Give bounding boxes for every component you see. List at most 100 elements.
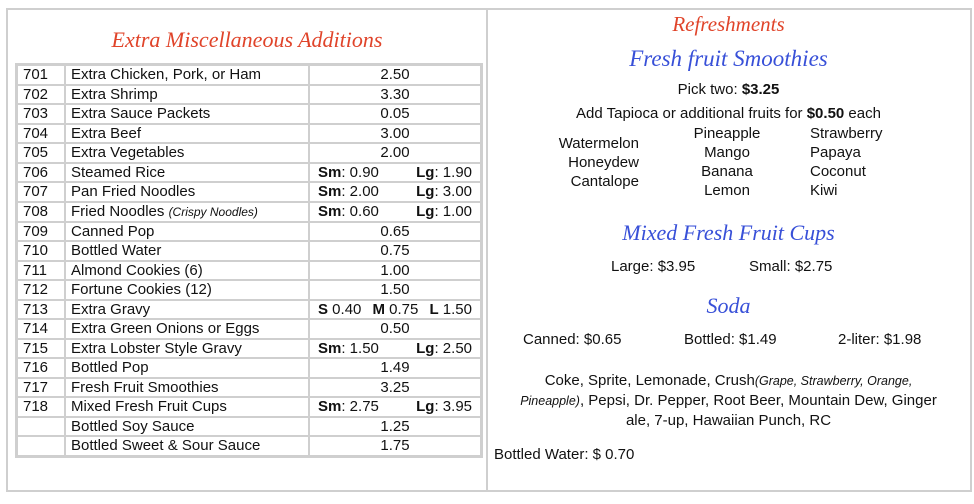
- fruit-item: Honeydew: [568, 154, 639, 171]
- fruit-list-2: Pineapple Mango Banana Lemon: [677, 124, 777, 200]
- fruit-item: Mango: [704, 144, 750, 161]
- table-row: 708 Fried Noodles (Crispy Noodles) Sm: 0.6…: [17, 201, 481, 222]
- size-price: S 0.40: [318, 300, 362, 318]
- size-price: Lg: 1.00: [416, 203, 472, 220]
- soda-title: Soda: [706, 293, 751, 318]
- size-price: M 0.75: [372, 300, 419, 318]
- item-number: 718: [17, 397, 65, 417]
- item-price: S 0.40 M 0.75 L 1.50: [309, 299, 481, 319]
- size-price: Lg: 3.00: [416, 183, 472, 201]
- item-name: Fried Noodles (Crispy Noodles): [65, 201, 309, 222]
- table-row: 701 Extra Chicken, Pork, or Ham 2.50: [17, 65, 481, 85]
- item-number: 702: [17, 84, 65, 104]
- soda-flavors: Coke, Sprite, Lemonade, Crush(Grape, Str…: [515, 371, 942, 431]
- bottled-water: Bottled Water: $ 0.70: [494, 446, 635, 463]
- table-row: 703 Extra Sauce Packets 0.05: [17, 104, 481, 124]
- item-name: Extra Beef: [65, 123, 309, 143]
- size-price: Sm: 0.60: [318, 203, 379, 220]
- table-row: 717 Fresh Fruit Smoothies 3.25: [17, 377, 481, 397]
- item-name: Pan Fried Noodles: [65, 182, 309, 202]
- crush-flavors: (Grape, Strawberry, Orange, Pineapple): [520, 374, 913, 408]
- item-price: Sm: 1.50 Lg: 2.50: [309, 338, 481, 358]
- table-row: 713 Extra Gravy S 0.40 M 0.75 L 1.50: [17, 299, 481, 319]
- item-price: Sm: 2.00 Lg: 3.00: [309, 182, 481, 202]
- item-name: Almond Cookies (6): [65, 260, 309, 280]
- item-number: 709: [17, 221, 65, 241]
- item-name: Fortune Cookies (12): [65, 280, 309, 300]
- item-number: 708: [17, 201, 65, 222]
- item-price: 1.00: [309, 260, 481, 280]
- item-price: Sm: 0.90 Lg: 1.90: [309, 162, 481, 182]
- soda-2-liter: 2-liter: $1.98: [838, 331, 922, 348]
- fruit-item: Coconut: [810, 163, 866, 180]
- size-price: Lg: 2.50: [416, 339, 472, 357]
- item-price: 1.49: [309, 358, 481, 378]
- item-number: 717: [17, 377, 65, 397]
- addon-suffix: each: [844, 105, 881, 122]
- fruit-item: Banana: [701, 163, 753, 180]
- item-price: 0.75: [309, 241, 481, 261]
- fruit-item: Kiwi: [810, 182, 838, 199]
- item-price: 2.00: [309, 143, 481, 163]
- item-price: 3.30: [309, 84, 481, 104]
- smoothie-pick-two: Pick two: $3.25: [487, 81, 970, 98]
- fruit-item: Cantalope: [570, 173, 639, 190]
- addon-price: $0.50: [806, 105, 845, 122]
- item-name: Extra Lobster Style Gravy: [65, 338, 309, 358]
- item-price: 3.25: [309, 377, 481, 397]
- table-row: 705 Extra Vegetables 2.00: [17, 143, 481, 163]
- additions-table: 701 Extra Chicken, Pork, or Ham 2.50 702 Ext…: [15, 63, 483, 458]
- soda-canned: Canned: $0.65: [523, 331, 622, 348]
- cups-large: Large: $3.95: [611, 258, 696, 275]
- flavors-a: Coke, Sprite, Lemonade, Crush: [544, 372, 755, 389]
- item-price: 3.00: [309, 123, 481, 143]
- item-number: 701: [17, 65, 65, 85]
- section-title: Extra Miscellaneous Additions: [111, 27, 383, 52]
- item-price: 0.05: [309, 104, 481, 124]
- table-row: 706 Steamed Rice Sm: 0.90 Lg: 1.90: [17, 162, 481, 182]
- fruit-list-3: Strawberry Papaya Coconut Kiwi: [810, 124, 920, 200]
- smoothie-addon: Add Tapioca or additional fruits for $0.…: [487, 105, 970, 122]
- item-name: Extra Gravy: [65, 299, 309, 319]
- refreshments-panel: Refreshments Fresh fruit Smoothies Pick …: [487, 8, 972, 492]
- refreshments-title: Refreshments: [672, 12, 785, 36]
- table-row: 704 Extra Beef 3.00: [17, 123, 481, 143]
- fruit-list-1: Watermelon Honeydew Cantalope: [549, 134, 639, 191]
- item-name: Bottled Soy Sauce: [65, 416, 309, 436]
- item-number: [17, 436, 65, 456]
- size-price: L 1.50: [429, 300, 472, 318]
- pick-price: $3.25: [741, 81, 780, 98]
- table-row: 715 Extra Lobster Style Gravy Sm: 1.50 Lg: …: [17, 338, 481, 358]
- table-row: 711 Almond Cookies (6) 1.00: [17, 260, 481, 280]
- item-price: Sm: 2.75 Lg: 3.95: [309, 397, 481, 417]
- item-name: Mixed Fresh Fruit Cups: [65, 397, 309, 417]
- item-number: 715: [17, 338, 65, 358]
- item-name: Bottled Sweet & Sour Sauce: [65, 436, 309, 456]
- table-row: Bottled Soy Sauce 1.25: [17, 416, 481, 436]
- item-name: Extra Sauce Packets: [65, 104, 309, 124]
- item-name: Bottled Water: [65, 241, 309, 261]
- size-price: Sm: 1.50: [318, 339, 379, 357]
- item-name: Fresh Fruit Smoothies: [65, 377, 309, 397]
- item-number: 710: [17, 241, 65, 261]
- item-number: 705: [17, 143, 65, 163]
- item-price: Sm: 0.60 Lg: 1.00: [309, 201, 481, 222]
- item-number: 704: [17, 123, 65, 143]
- size-price: Lg: 1.90: [416, 163, 472, 181]
- table-row: 716 Bottled Pop 1.49: [17, 358, 481, 378]
- fruit-item: Pineapple: [693, 125, 761, 142]
- table-row: 707 Pan Fried Noodles Sm: 2.00 Lg: 3.00: [17, 182, 481, 202]
- size-price: Sm: 2.75: [318, 398, 379, 416]
- item-number: 713: [17, 299, 65, 319]
- fruit-cups-title: Mixed Fresh Fruit Cups: [622, 220, 835, 245]
- table-row: Bottled Sweet & Sour Sauce 1.75: [17, 436, 481, 456]
- item-number: [17, 416, 65, 436]
- size-price: Sm: 0.90: [318, 163, 379, 181]
- item-name: Extra Shrimp: [65, 84, 309, 104]
- item-note: (Crispy Noodles): [168, 204, 258, 219]
- smoothies-title: Fresh fruit Smoothies: [629, 46, 828, 71]
- item-name: Steamed Rice: [65, 162, 309, 182]
- item-number: 703: [17, 104, 65, 124]
- table-row: 712 Fortune Cookies (12) 1.50: [17, 280, 481, 300]
